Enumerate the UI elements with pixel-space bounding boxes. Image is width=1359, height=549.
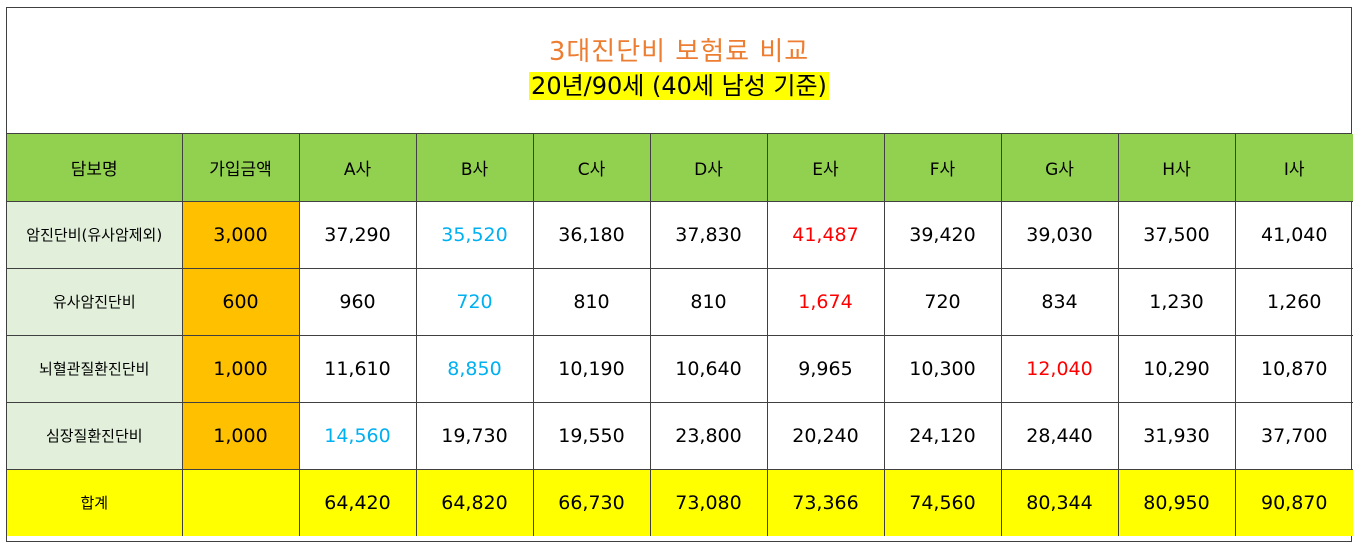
premium-cell: 39,420 [883,200,1002,269]
table-body: 담보명 가입금액 A사 B사 C사 D사 E사 F사 G사 H사 I사 암진단비… [7,134,1353,536]
total-premium-cell: 80,344 [1000,468,1119,536]
premium-cell: 720 [415,267,534,336]
header-company-f: F사 [883,134,1002,202]
sheet-subtitle: 20년/90세 (40세 남성 기준) [529,72,829,100]
premium-cell: 19,550 [532,401,651,470]
premium-cell: 20,240 [766,401,885,470]
premium-cell: 14,560 [298,401,417,470]
premium-cell: 960 [298,267,417,336]
header-company-d: D사 [649,134,768,202]
premium-cell: 8,850 [415,334,534,403]
coverage-amount-cell: 1,000 [181,401,300,470]
premium-cell: 11,610 [298,334,417,403]
subtitle-line: 20년/90세 (40세 남성 기준) [7,70,1351,105]
premium-cell: 10,190 [532,334,651,403]
total-premium-cell: 64,420 [298,468,417,536]
premium-cell: 810 [649,267,768,336]
premium-cell: 10,300 [883,334,1002,403]
table-row: 심장질환진단비 1,000 14,560 19,730 19,550 23,800 20,2… [7,401,1353,470]
total-premium-cell: 73,080 [649,468,768,536]
coverage-name-cell: 심장질환진단비 [7,401,183,470]
premium-cell: 24,120 [883,401,1002,470]
total-premium-cell: 80,950 [1117,468,1236,536]
header-company-a: A사 [298,134,417,202]
title-area: 3대진단비 보험료 비교 20년/90세 (40세 남성 기준) [7,8,1351,134]
total-premium-cell: 73,366 [766,468,885,536]
header-company-c: C사 [532,134,651,202]
premium-cell: 23,800 [649,401,768,470]
coverage-amount-cell: 600 [181,267,300,336]
premium-cell: 10,290 [1117,334,1236,403]
premium-cell: 37,290 [298,200,417,269]
total-premium-cell: 90,870 [1234,468,1353,536]
comparison-sheet: 3대진단비 보험료 비교 20년/90세 (40세 남성 기준) 담보명 가입금… [6,7,1353,542]
header-row: 담보명 가입금액 A사 B사 C사 D사 E사 F사 G사 H사 I사 [7,134,1353,202]
premium-cell: 10,870 [1234,334,1353,403]
premium-cell: 41,040 [1234,200,1353,269]
total-label-cell: 합계 [7,468,183,536]
header-company-b: B사 [415,134,534,202]
premium-cell: 37,500 [1117,200,1236,269]
premium-cell: 1,260 [1234,267,1353,336]
premium-cell: 31,930 [1117,401,1236,470]
premium-cell: 1,674 [766,267,885,336]
premium-cell: 9,965 [766,334,885,403]
total-premium-cell: 74,560 [883,468,1002,536]
total-premium-cell: 64,820 [415,468,534,536]
premium-cell: 35,520 [415,200,534,269]
premium-cell: 1,230 [1117,267,1236,336]
premium-cell: 39,030 [1000,200,1119,269]
total-row: 합계 64,420 64,820 66,730 73,080 73,366 74,560 80… [7,468,1353,536]
premium-cell: 720 [883,267,1002,336]
header-company-i: I사 [1234,134,1353,202]
table-row: 유사암진단비 600 960 720 810 810 1,674 720 834 1,230 1,2… [7,267,1353,336]
premium-cell: 19,730 [415,401,534,470]
coverage-amount-cell: 3,000 [181,200,300,269]
premium-cell: 41,487 [766,200,885,269]
header-company-e: E사 [766,134,885,202]
coverage-name-cell: 유사암진단비 [7,267,183,336]
premium-cell: 12,040 [1000,334,1119,403]
header-coverage: 담보명 [7,134,183,202]
premium-cell: 36,180 [532,200,651,269]
premium-cell: 37,830 [649,200,768,269]
premium-cell: 28,440 [1000,401,1119,470]
header-company-h: H사 [1117,134,1236,202]
coverage-amount-cell: 1,000 [181,334,300,403]
sheet-title: 3대진단비 보험료 비교 [548,37,810,67]
premium-cell: 834 [1000,267,1119,336]
table-row: 암진단비(유사암제외) 3,000 37,290 35,520 36,180 37,830… [7,200,1353,269]
header-company-g: G사 [1000,134,1119,202]
premium-table: 담보명 가입금액 A사 B사 C사 D사 E사 F사 G사 H사 I사 암진단비… [7,134,1353,536]
total-amount-cell [181,468,300,536]
coverage-name-cell: 뇌혈관질환진단비 [7,334,183,403]
table-row: 뇌혈관질환진단비 1,000 11,610 8,850 10,190 10,640 9,96… [7,334,1353,403]
total-premium-cell: 66,730 [532,468,651,536]
premium-cell: 37,700 [1234,401,1353,470]
header-amount: 가입금액 [181,134,300,202]
premium-cell: 810 [532,267,651,336]
coverage-name-cell: 암진단비(유사암제외) [7,200,183,269]
premium-cell: 10,640 [649,334,768,403]
